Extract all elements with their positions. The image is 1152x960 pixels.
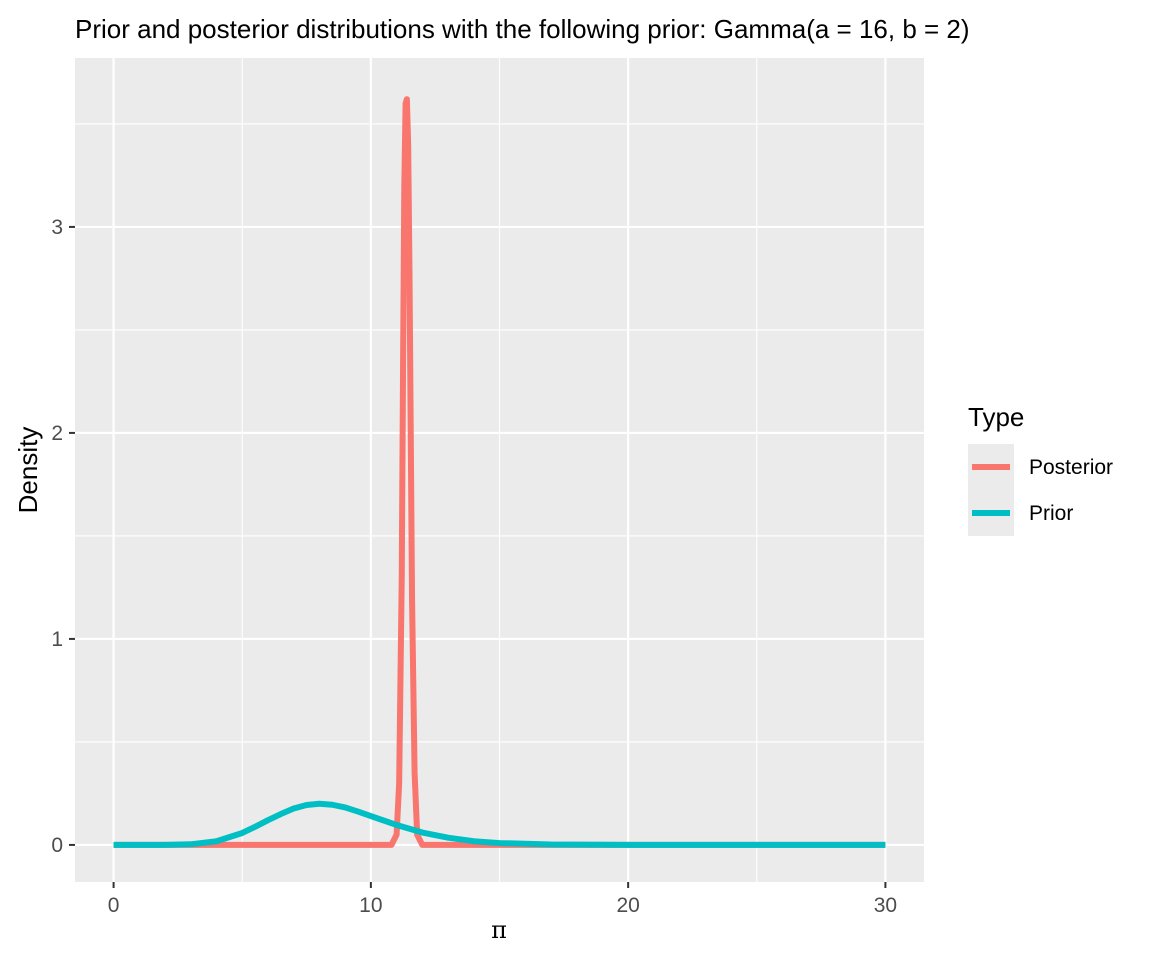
x-axis: 0 10 20 30	[108, 882, 897, 917]
chart-title: Prior and posterior distributions with t…	[75, 14, 970, 44]
x-tick-label: 30	[874, 894, 897, 917]
y-tick-label: 1	[51, 628, 63, 651]
y-tick-label: 3	[51, 216, 63, 239]
series-line-prior	[113, 800, 886, 848]
x-tick-label: 10	[359, 894, 382, 917]
legend-label: Posterior	[1029, 456, 1113, 479]
legend-key-background	[968, 444, 1014, 536]
legend: Type Posterior Prior	[968, 402, 1113, 536]
y-tick-label: 2	[51, 422, 63, 445]
x-axis-label: π	[491, 916, 507, 944]
legend-entries: Posterior Prior	[972, 456, 1113, 525]
y-tick-label: 0	[51, 834, 63, 857]
x-tick-label: 0	[108, 894, 120, 917]
y-axis: 0 1 2 3	[51, 216, 75, 857]
x-tick-label: 20	[616, 894, 639, 917]
series-line-posterior	[113, 96, 886, 848]
legend-label: Prior	[1029, 502, 1073, 525]
grid-minor	[75, 58, 924, 882]
legend-title: Type	[968, 402, 1024, 432]
y-axis-label: Density	[13, 427, 43, 514]
series-layer	[113, 96, 886, 848]
